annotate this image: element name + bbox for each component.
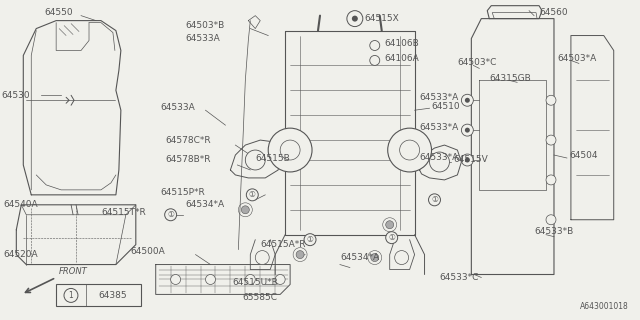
Circle shape xyxy=(386,221,394,229)
Text: 64533*B: 64533*B xyxy=(534,227,573,236)
Text: 64540A: 64540A xyxy=(3,200,38,209)
Text: 64533*A: 64533*A xyxy=(420,123,459,132)
Text: 64515P*R: 64515P*R xyxy=(161,188,205,197)
Circle shape xyxy=(461,124,474,136)
Circle shape xyxy=(465,157,470,163)
Text: 64315GB: 64315GB xyxy=(489,74,531,83)
Text: 65585C: 65585C xyxy=(243,293,278,302)
Text: 64510: 64510 xyxy=(431,102,460,111)
Text: 64503*B: 64503*B xyxy=(186,21,225,30)
Circle shape xyxy=(429,152,449,172)
Circle shape xyxy=(465,128,470,132)
Text: 64533*A: 64533*A xyxy=(420,93,459,102)
Circle shape xyxy=(461,94,474,106)
Text: 64515V: 64515V xyxy=(453,156,488,164)
Circle shape xyxy=(347,11,363,27)
Text: 64515A*R: 64515A*R xyxy=(260,240,306,249)
Circle shape xyxy=(64,288,78,302)
Circle shape xyxy=(245,275,255,284)
Text: ①: ① xyxy=(249,190,256,199)
Text: 64534*A: 64534*A xyxy=(186,200,225,209)
Circle shape xyxy=(465,98,470,103)
Circle shape xyxy=(304,234,316,246)
Text: 64515U*R: 64515U*R xyxy=(232,278,278,287)
Text: 64533*C: 64533*C xyxy=(440,273,479,282)
Circle shape xyxy=(371,253,379,261)
Text: 64578C*R: 64578C*R xyxy=(166,136,211,145)
Text: ①: ① xyxy=(431,195,438,204)
Text: 64550: 64550 xyxy=(45,8,74,17)
Text: ①: ① xyxy=(307,235,314,244)
Text: 64500A: 64500A xyxy=(131,247,166,256)
Text: 64520A: 64520A xyxy=(3,250,38,259)
Text: 64515T*R: 64515T*R xyxy=(101,208,146,217)
Text: 64530: 64530 xyxy=(1,91,30,100)
Circle shape xyxy=(241,206,250,214)
Text: A643001018: A643001018 xyxy=(580,302,628,311)
Circle shape xyxy=(352,16,358,22)
Text: FRONT: FRONT xyxy=(59,267,88,276)
Text: 64106A: 64106A xyxy=(385,54,419,63)
Text: ①: ① xyxy=(388,233,395,242)
Circle shape xyxy=(386,232,397,244)
Circle shape xyxy=(399,140,420,160)
Text: 64106B: 64106B xyxy=(385,39,419,48)
Text: 64533*A: 64533*A xyxy=(420,153,459,162)
Circle shape xyxy=(246,189,259,201)
Text: 1: 1 xyxy=(68,291,74,300)
Circle shape xyxy=(280,140,300,160)
Circle shape xyxy=(275,275,285,284)
Text: 64533A: 64533A xyxy=(186,34,220,43)
Text: 64385: 64385 xyxy=(99,291,127,300)
Circle shape xyxy=(546,175,556,185)
Text: 64534*A: 64534*A xyxy=(340,253,379,262)
Circle shape xyxy=(388,128,431,172)
Text: 64560: 64560 xyxy=(539,8,568,17)
Circle shape xyxy=(205,275,216,284)
Circle shape xyxy=(268,128,312,172)
Circle shape xyxy=(429,194,440,206)
Circle shape xyxy=(546,135,556,145)
Text: 64503*A: 64503*A xyxy=(557,54,596,63)
Circle shape xyxy=(164,209,177,221)
Text: 64515B: 64515B xyxy=(255,154,290,163)
Text: 64515X: 64515X xyxy=(365,14,399,23)
Text: 64533A: 64533A xyxy=(161,103,195,112)
Circle shape xyxy=(461,154,474,166)
Circle shape xyxy=(546,215,556,225)
Circle shape xyxy=(370,55,380,65)
Circle shape xyxy=(395,251,408,265)
Bar xyxy=(56,284,141,306)
Circle shape xyxy=(245,150,265,170)
Circle shape xyxy=(255,251,269,265)
Text: 64578B*R: 64578B*R xyxy=(166,156,211,164)
Circle shape xyxy=(171,275,180,284)
Text: 64504: 64504 xyxy=(569,150,597,160)
Circle shape xyxy=(546,95,556,105)
Circle shape xyxy=(370,41,380,51)
Circle shape xyxy=(296,251,304,259)
Text: ①: ① xyxy=(167,210,174,219)
Text: 64503*C: 64503*C xyxy=(458,58,497,67)
